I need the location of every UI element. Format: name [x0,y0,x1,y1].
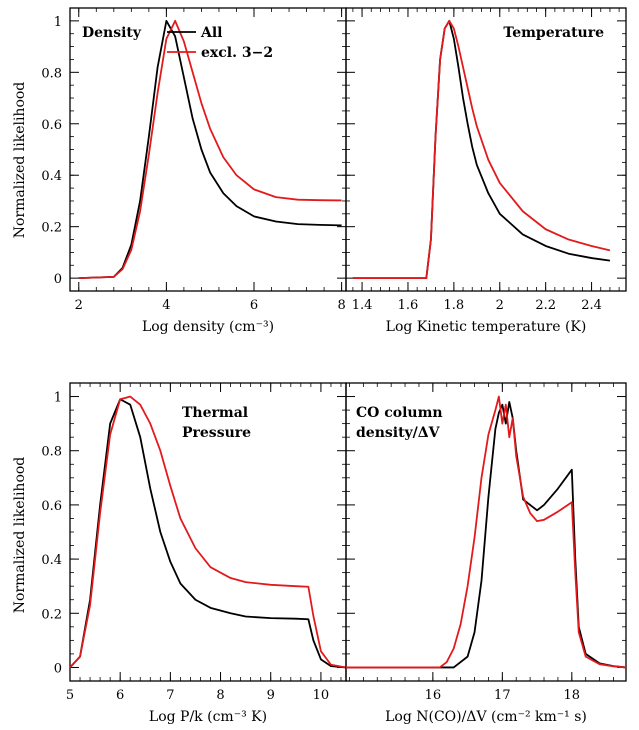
x-tick-label: 9 [267,688,275,703]
series-line-excl [69,395,347,669]
panel-3: 5 6 7 8 9 10 0 0.2 0.4 0.6 0.8 1 Thermal Pressure Log … [41,382,347,725]
legend-label-all: All [200,25,223,41]
x-tick-label: 5 [66,688,74,703]
panel-title-line: Temperature [503,25,604,41]
panel-title: Density [82,25,142,41]
panel-title: Temperature [503,25,604,41]
x-tick-label: 6 [250,298,258,313]
panel-title-line: CO column [356,405,443,421]
x-tick-label: 2 [496,298,504,313]
x-tick-label: 17 [494,688,511,703]
panel-title-line: Thermal [182,405,248,421]
series-line-all [69,398,347,669]
x-tick-label: 2 [75,298,83,313]
x-axis-label: Log density (cm⁻³) [142,319,274,335]
y-tick-label: 1 [54,391,62,406]
x-axis-label: Log P/k (cm⁻³ K) [149,709,267,725]
x-tick-label: 1.4 [352,298,373,313]
series-line-excl [352,19,611,280]
x-tick-label: 10 [313,688,330,703]
y-tick-label: 0.6 [41,499,62,514]
y-tick-label: 0.8 [41,445,62,460]
x-tick-label: 18 [564,688,581,703]
y-tick-label: 0.2 [41,221,62,236]
legend-label-excl: excl. 3−2 [201,45,273,61]
y-tick-label: 0.6 [41,118,62,133]
series-line-excl [78,19,342,280]
y-tick-label: 0 [54,661,62,676]
panel-title-line: density/ΔV [356,425,441,441]
legend: All excl. 3−2 [167,25,273,61]
y-tick-label: 1 [54,15,62,30]
y-axis-label-bottom: Normalized likelihood [12,457,28,614]
x-tick-label: 1.8 [444,298,465,313]
x-axis-label: Log N(CO)/ΔV (cm⁻² km⁻¹ s) [385,709,587,725]
panel-title-line: Pressure [182,425,251,441]
x-tick-label: 16 [425,688,442,703]
series-line-all [78,19,342,280]
y-tick-label: 0.2 [41,607,62,622]
panel-frame [345,7,627,292]
series-line-excl [346,395,627,669]
y-axis-label-top: Normalized likelihood [12,82,28,239]
y-tick-label: 0 [54,272,62,287]
x-tick-label: 8 [216,688,224,703]
x-axis-label: Log Kinetic temperature (K) [386,319,587,335]
panel-2: 1.4 1.6 1.8 2 2.2 2.4 Temperature Log Kinetic t… [345,7,627,335]
panel-4: 16 17 18 CO column density/ΔV Log N(CO)/ΔV (c… [345,382,627,725]
x-tick-label: 2.2 [535,298,556,313]
x-tick-label: 2.4 [581,298,602,313]
panel-title: Thermal Pressure [182,405,251,441]
y-tick-label: 0.4 [41,553,62,568]
series-line-all [346,401,627,669]
x-tick-label: 4 [162,298,170,313]
y-tick-label: 0.4 [41,169,62,184]
x-tick-label: 8 [337,298,345,313]
panel-1: 2 4 6 8 0 0.2 0.4 0.6 0.8 1 Density Log density (cm… [41,7,347,335]
x-tick-label: 1.6 [398,298,419,313]
x-tick-label: 7 [166,688,174,703]
y-tick-label: 0.8 [41,66,62,81]
panel-title: CO column density/ΔV [356,405,443,441]
panel-title-line: Density [82,25,142,41]
x-tick-label: 6 [116,688,124,703]
